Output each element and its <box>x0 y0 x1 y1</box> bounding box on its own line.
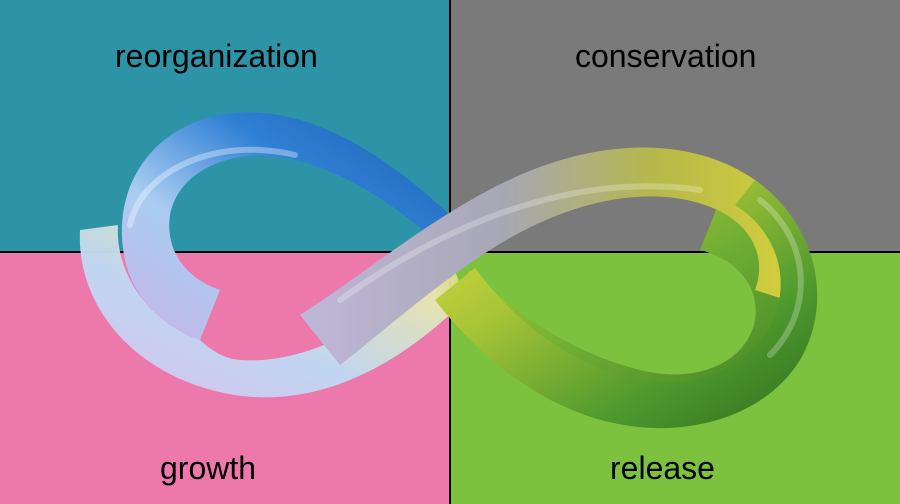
label-conservation: conservation <box>575 38 756 75</box>
label-growth: growth <box>160 450 256 487</box>
label-reorganization: reorganization <box>115 38 318 75</box>
adaptive-cycle-diagram: reorganization conservation growth relea… <box>0 0 900 504</box>
label-release: release <box>610 450 715 487</box>
